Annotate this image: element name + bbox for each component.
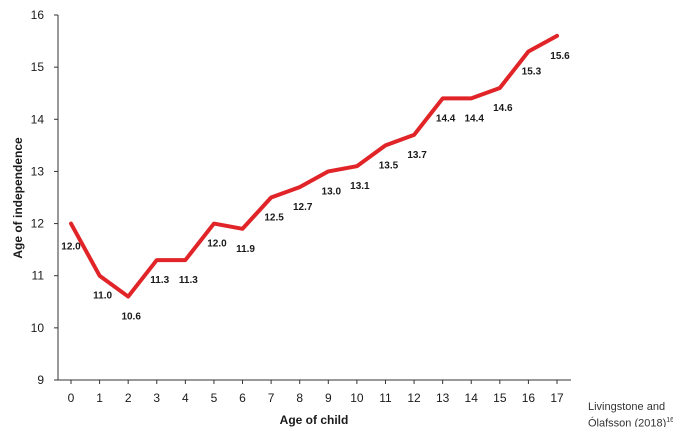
y-axis-ticks: 9 10 11 12 13 14 15 16 bbox=[31, 8, 58, 387]
source-note: Livingstone and Ólafsson (2018)16 bbox=[588, 401, 673, 427]
x-tick-label: 4 bbox=[182, 391, 189, 405]
y-tick-label: 15 bbox=[31, 60, 45, 74]
y-tick-label: 14 bbox=[31, 112, 45, 126]
data-label: 11.3 bbox=[179, 275, 198, 286]
data-label: 12.0 bbox=[207, 239, 227, 250]
x-tick-label: 15 bbox=[493, 391, 507, 405]
data-label: 12.0 bbox=[61, 242, 81, 253]
x-tick-label: 3 bbox=[153, 391, 160, 405]
x-tick-label: 6 bbox=[239, 391, 246, 405]
y-tick-label: 13 bbox=[31, 164, 45, 178]
x-tick-label: 1 bbox=[96, 391, 103, 405]
data-label: 15.6 bbox=[550, 51, 570, 62]
x-tick-label: 5 bbox=[211, 391, 218, 405]
data-label: 11.0 bbox=[93, 291, 112, 302]
data-label: 12.7 bbox=[293, 202, 313, 213]
y-tick-label: 16 bbox=[31, 8, 45, 22]
x-tick-label: 12 bbox=[407, 391, 421, 405]
series-line bbox=[69, 33, 559, 299]
source-ref: 16 bbox=[666, 417, 673, 424]
x-tick-label: 11 bbox=[379, 391, 392, 405]
x-tick-label: 17 bbox=[550, 391, 564, 405]
x-tick-label: 13 bbox=[436, 391, 450, 405]
data-label: 12.5 bbox=[264, 213, 284, 224]
data-label: 13.5 bbox=[379, 160, 399, 171]
data-label: 14.6 bbox=[493, 103, 513, 114]
x-tick-label: 10 bbox=[350, 391, 364, 405]
y-tick-label: 9 bbox=[37, 373, 44, 387]
x-tick-label: 9 bbox=[325, 391, 332, 405]
source-line-1: Livingstone and bbox=[588, 401, 666, 413]
data-label: 14.4 bbox=[465, 113, 485, 124]
data-label: 13.1 bbox=[350, 181, 370, 192]
x-tick-label: 0 bbox=[68, 391, 75, 405]
x-tick-label: 14 bbox=[465, 391, 479, 405]
x-tick-label: 7 bbox=[268, 391, 275, 405]
data-label: 15.3 bbox=[522, 67, 542, 78]
data-label: 13.0 bbox=[322, 186, 342, 197]
x-axis-title: Age of child bbox=[280, 413, 349, 427]
y-tick-label: 11 bbox=[32, 269, 45, 283]
x-axis-ticks: 0 1 2 3 4 5 6 7 8 9 10 11 12 13 14 15 16 17 bbox=[68, 380, 564, 405]
x-tick-label: 2 bbox=[125, 391, 132, 405]
data-label: 11.3 bbox=[150, 275, 169, 286]
x-tick-label: 16 bbox=[522, 391, 536, 405]
data-label: 11.9 bbox=[236, 244, 255, 255]
y-axis-title: Age of independence bbox=[11, 137, 25, 259]
data-label: 10.6 bbox=[121, 312, 141, 323]
y-tick-label: 12 bbox=[31, 217, 45, 231]
y-tick-label: 10 bbox=[31, 321, 45, 335]
source-line-2: Ólafsson (2018)16 bbox=[588, 414, 673, 427]
x-tick-label: 8 bbox=[296, 391, 303, 405]
data-label: 14.4 bbox=[436, 113, 456, 124]
source-citation: Ólafsson (2018) bbox=[588, 417, 667, 427]
data-labels: 12.0 11.0 10.6 11.3 11.3 12.0 11.9 12.5 12.7 13.0… bbox=[61, 51, 570, 323]
data-label: 13.7 bbox=[407, 150, 427, 161]
